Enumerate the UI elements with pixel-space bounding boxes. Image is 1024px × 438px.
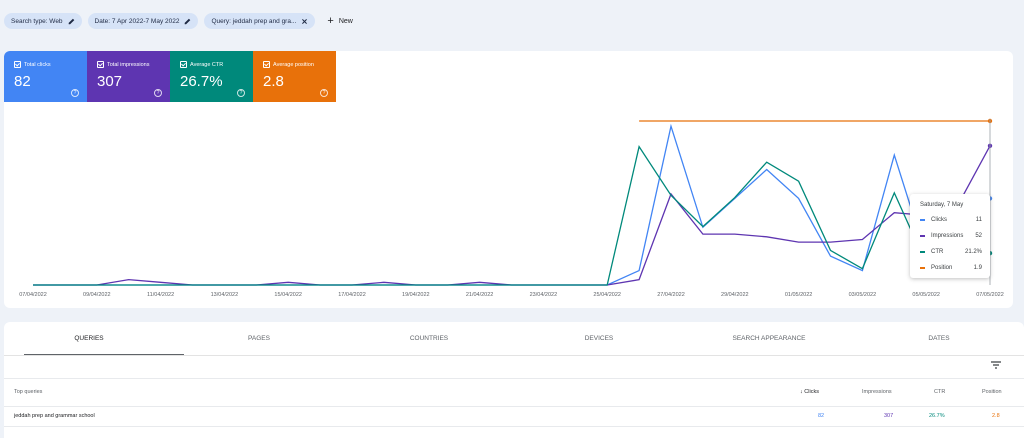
metric-label: Average CTR <box>190 61 224 68</box>
chip-date[interactable]: Date: 7 Apr 2022-7 May 2022 <box>87 13 199 29</box>
row-clicks: 82 <box>818 413 825 419</box>
metric-tiles: Total clicks 82 ? Total impressions 307 … <box>4 51 336 102</box>
edit-icon[interactable] <box>184 18 191 25</box>
tooltip-value: 52 <box>975 233 982 239</box>
x-tick-label: 19/04/2022 <box>402 292 430 298</box>
new-label: New <box>338 17 353 25</box>
x-tick-label: 09/04/2022 <box>83 292 111 298</box>
tab-search-appearance[interactable]: SEARCH APPEARANCE <box>732 335 806 342</box>
chip-label: Date: 7 Apr 2022-7 May 2022 <box>94 17 180 25</box>
metric-value: 2.8 <box>263 73 284 90</box>
col-top-queries: Top queries <box>14 389 43 395</box>
checkbox-icon[interactable] <box>263 61 270 68</box>
x-tick-label: 05/05/2022 <box>912 292 940 298</box>
metric-label: Total clicks <box>24 61 51 68</box>
row-ctr: 26.7% <box>929 413 945 419</box>
x-tick-label: 07/05/2022 <box>976 292 1004 298</box>
metric-total-clicks[interactable]: Total clicks 82 ? <box>4 51 87 102</box>
tooltip-row-clicks: Clicks 11 <box>920 217 982 223</box>
filter-rows-icon[interactable] <box>990 360 1002 370</box>
x-tick-label: 23/04/2022 <box>530 292 558 298</box>
tooltip-value: 1.9 <box>973 265 982 271</box>
col-impressions[interactable]: Impressions <box>862 389 892 395</box>
new-filter-button[interactable]: + New <box>327 14 353 27</box>
tab-dates[interactable]: DATES <box>928 335 950 342</box>
x-tick-label: 21/04/2022 <box>466 292 494 298</box>
metric-value: 307 <box>97 73 123 90</box>
x-tick-label: 03/05/2022 <box>849 292 877 298</box>
performance-chart: 07/04/2022 09/04/2022 11/04/2022 13/04/2022… <box>19 118 1004 298</box>
edit-icon[interactable] <box>68 18 75 25</box>
col-clicks-label: Clicks <box>804 389 819 395</box>
help-icon[interactable]: ? <box>237 89 245 97</box>
x-tick-label: 13/04/2022 <box>211 292 239 298</box>
metric-label: Average position <box>273 61 314 68</box>
tooltip-row-ctr: CTR 21.2% <box>920 249 982 255</box>
chart-tooltip: Saturday, 7 May Clicks 11 Impressions 52 C… <box>910 194 990 278</box>
row-impressions: 307 <box>884 413 894 419</box>
tooltip-label: Clicks <box>931 217 947 223</box>
help-icon[interactable]: ? <box>71 89 79 97</box>
tab-divider <box>4 355 1024 356</box>
row-position: 2.8 <box>992 413 1000 419</box>
x-tick-label: 17/04/2022 <box>338 292 366 298</box>
checkbox-icon[interactable] <box>14 61 21 68</box>
tab-pages[interactable]: PAGES <box>248 335 270 342</box>
x-tick-label: 27/04/2022 <box>657 292 685 298</box>
chip-label: Search type: Web <box>11 17 63 25</box>
tab-queries[interactable]: QUERIES <box>4 322 184 355</box>
tooltip-label: Position <box>931 265 953 271</box>
checkbox-icon[interactable] <box>97 61 104 68</box>
col-clicks[interactable]: ↓ Clicks <box>800 379 819 406</box>
close-icon[interactable] <box>301 18 308 25</box>
chip-query[interactable]: Query: jeddah prep and gra... <box>204 13 316 29</box>
metric-value: 82 <box>14 73 31 90</box>
tooltip-label: Impressions <box>931 233 964 239</box>
x-tick-label: 15/04/2022 <box>274 292 302 298</box>
tooltip-row-impressions: Impressions 52 <box>920 233 982 239</box>
chip-label: Query: jeddah prep and gra... <box>211 17 297 25</box>
table-row[interactable]: jeddah prep and grammar school 82 307 26… <box>4 406 1024 427</box>
help-icon[interactable]: ? <box>320 89 328 97</box>
metric-average-position[interactable]: Average position 2.8 ? <box>253 51 336 102</box>
tooltip-value: 21.2% <box>964 249 982 255</box>
help-icon[interactable]: ? <box>154 89 162 97</box>
tab-countries[interactable]: COUNTRIES <box>409 335 449 342</box>
tooltip-row-position: Position 1.9 <box>920 265 982 271</box>
tooltip-value: 11 <box>975 217 982 223</box>
series-line-impressions <box>33 145 991 286</box>
x-tick-label: 11/04/2022 <box>147 292 174 298</box>
row-query[interactable]: jeddah prep and grammar school <box>14 413 95 419</box>
tooltip-label: CTR <box>931 249 944 255</box>
checkbox-icon[interactable] <box>180 61 187 68</box>
tooltip-title: Saturday, 7 May <box>920 202 964 208</box>
x-tick-label: 01/05/2022 <box>785 292 813 298</box>
filter-bar: Search type: Web Date: 7 Apr 2022-7 May … <box>4 13 353 29</box>
plus-icon: + <box>327 14 334 27</box>
metric-label: Total impressions <box>107 61 150 68</box>
chip-search-type[interactable]: Search type: Web <box>4 13 82 29</box>
x-tick-label: 07/04/2022 <box>19 292 47 298</box>
x-tick-label: 29/04/2022 <box>721 292 749 298</box>
col-ctr[interactable]: CTR <box>934 389 946 395</box>
metric-average-ctr[interactable]: Average CTR 26.7% ? <box>170 51 253 102</box>
series-line-ctr <box>33 145 991 286</box>
sort-down-icon: ↓ <box>800 389 805 395</box>
series-line-clicks <box>33 123 991 286</box>
report-table-card: QUERIES PAGES COUNTRIES DEVICES SEARCH A… <box>4 322 1024 438</box>
col-position[interactable]: Position <box>982 389 1002 395</box>
metric-total-impressions[interactable]: Total impressions 307 ? <box>87 51 170 102</box>
tab-devices[interactable]: DEVICES <box>584 335 614 342</box>
x-tick-label: 25/04/2022 <box>593 292 621 298</box>
report-tabs: QUERIES PAGES COUNTRIES DEVICES SEARCH A… <box>4 322 1024 355</box>
metric-value: 26.7% <box>180 73 223 90</box>
table-header: Top queries ↓ Clicks Impressions CTR Pos… <box>4 378 1024 407</box>
performance-chart-card: 07/04/2022 09/04/2022 11/04/2022 13/04/2022… <box>4 51 1013 308</box>
